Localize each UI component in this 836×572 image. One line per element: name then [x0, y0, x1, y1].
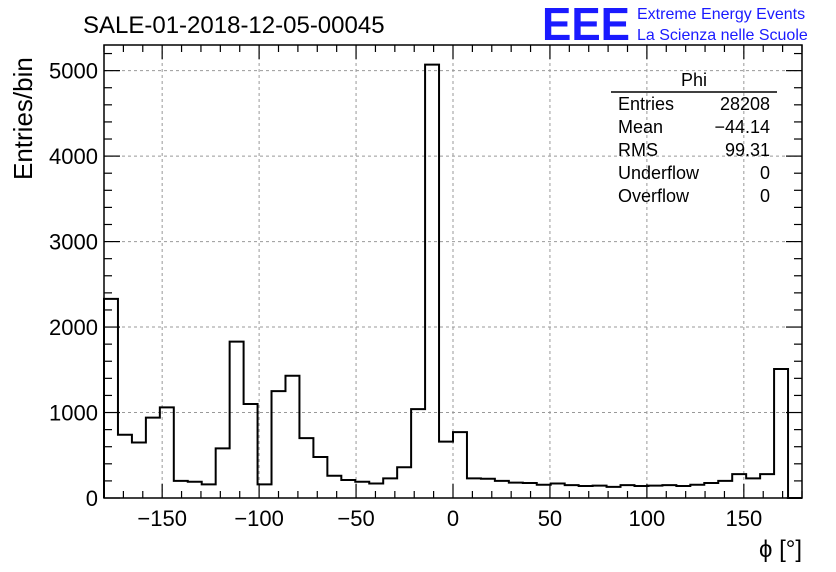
y-tick-label: 2000 [49, 315, 98, 340]
x-axis-label: ϕ [°] [759, 536, 802, 563]
eee-logo-mark: EEE [542, 0, 630, 50]
x-tick-label: −50 [337, 506, 374, 531]
histogram-line [103, 63, 802, 499]
stats-value-mean: −44.14 [714, 117, 770, 137]
x-tick-labels: −150 −100 −50 0 50 100 150 [137, 506, 762, 531]
y-tick-labels: 0 1000 2000 3000 4000 5000 [49, 59, 98, 511]
grid-lines [104, 45, 802, 498]
stats-label-overflow: Overflow [618, 186, 690, 206]
stats-label-rms: RMS [618, 140, 658, 160]
eee-logo: EEE Extreme Energy Events La Scienza nel… [542, 0, 808, 50]
stats-value-rms: 99.31 [725, 140, 770, 160]
stats-value-underflow: 0 [760, 163, 770, 183]
eee-logo-line2: La Scienza nelle Scuole [637, 27, 808, 44]
stats-value-entries: 28208 [720, 94, 770, 114]
y-tick-label: 4000 [49, 144, 98, 169]
stats-label-entries: Entries [618, 94, 674, 114]
y-axis-label: Entries/bin [8, 57, 38, 180]
x-tick-label: −100 [234, 506, 284, 531]
y-tick-label: 1000 [49, 401, 98, 426]
y-tick-label: 0 [86, 486, 98, 511]
x-tick-label: 0 [447, 506, 459, 531]
x-tick-label: 50 [538, 506, 562, 531]
chart-title: SALE-01-2018-12-05-00045 [83, 12, 385, 39]
x-tick-label: −150 [137, 506, 187, 531]
stats-box-title: Phi [681, 70, 707, 90]
x-tick-label: 100 [629, 506, 666, 531]
stats-label-mean: Mean [618, 117, 663, 137]
stats-label-underflow: Underflow [618, 163, 700, 183]
y-tick-label: 5000 [49, 59, 98, 84]
stats-box: Phi Entries 28208 Mean −44.14 RMS 99.31 … [611, 70, 777, 206]
y-tick-label: 3000 [49, 230, 98, 255]
axis-ticks [103, 45, 803, 499]
stats-value-overflow: 0 [760, 186, 770, 206]
x-tick-label: 150 [725, 506, 762, 531]
eee-logo-line1: Extreme Energy Events [637, 6, 805, 23]
